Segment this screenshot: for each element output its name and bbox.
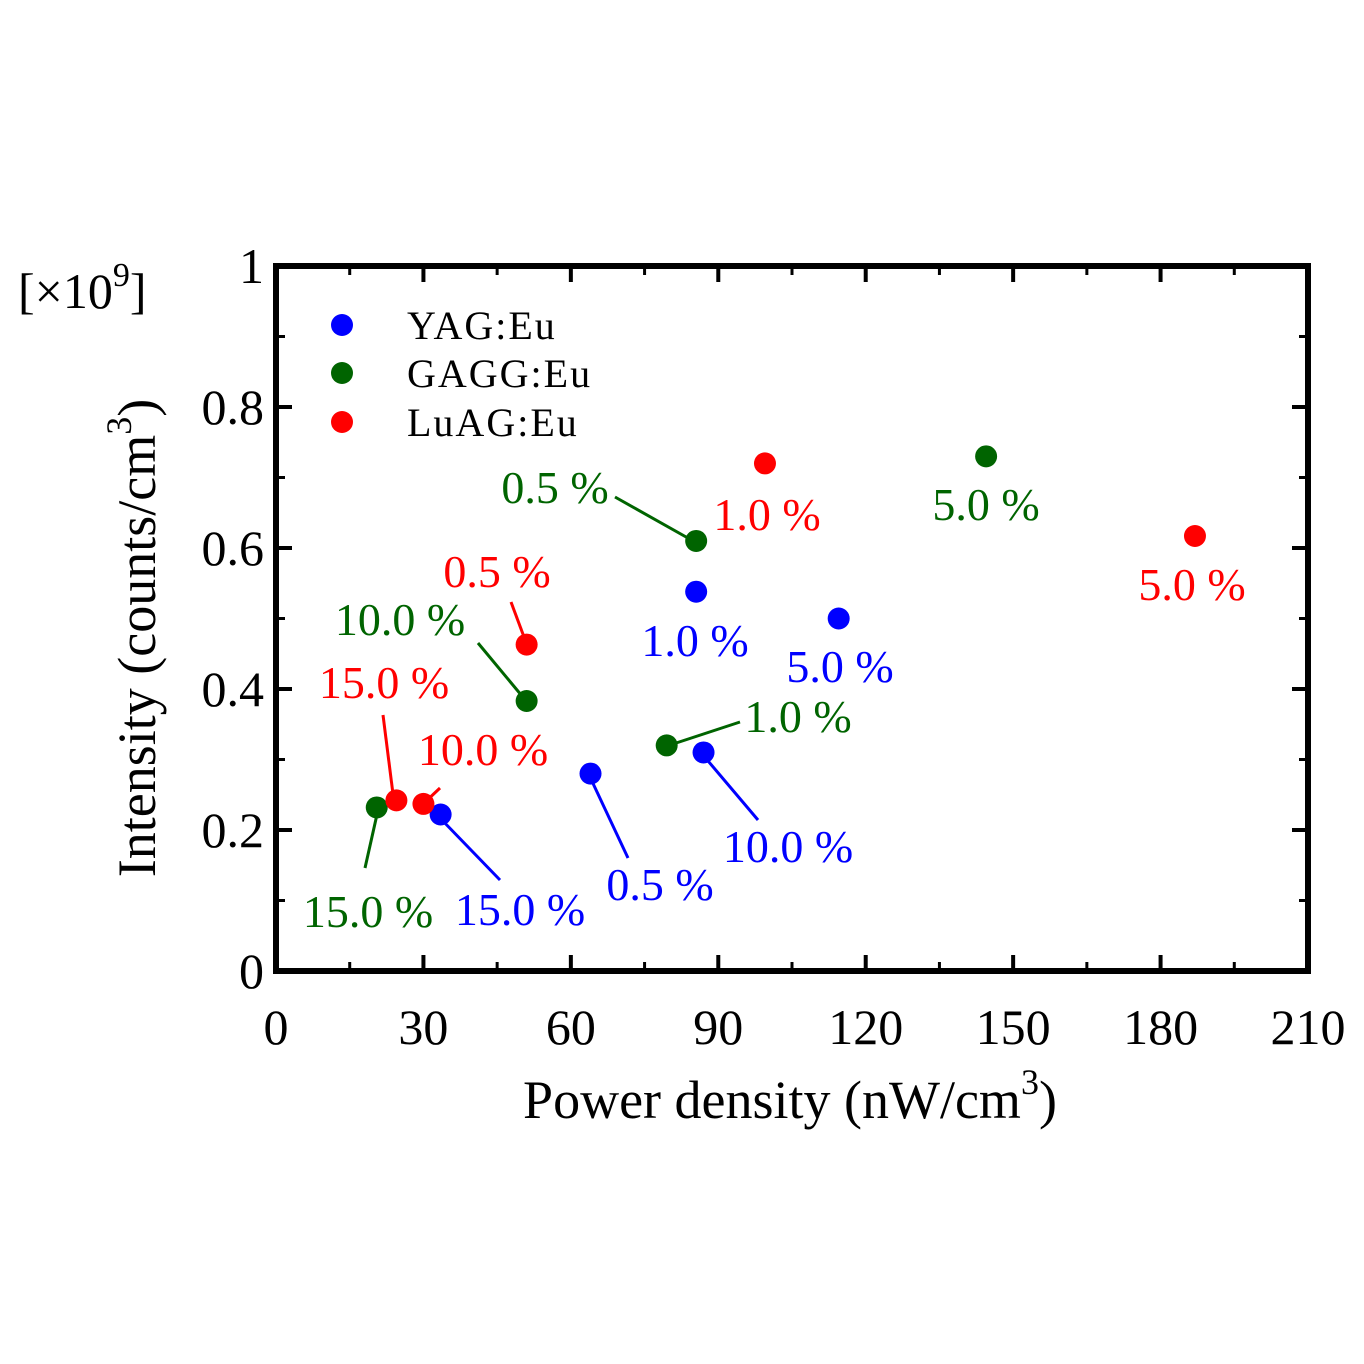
y-axis-title-sup: 3 [99, 417, 139, 435]
gagg-point-label: 15.0 % [303, 886, 433, 937]
y-tick-label: 0 [239, 943, 264, 999]
y-tick-label: 0.4 [202, 661, 265, 717]
luag-point-label: 1.0 % [713, 489, 820, 540]
y-tick-label: 0.8 [202, 379, 265, 435]
luag-point-label: 5.0 % [1138, 559, 1245, 610]
gagg-point-label: 10.0 % [335, 594, 465, 645]
x-tick-label: 150 [976, 999, 1051, 1055]
x-tick-label: 30 [398, 999, 448, 1055]
yag-leader-line [701, 754, 760, 821]
luag-point-label: 10.0 % [418, 724, 548, 775]
y-tick-label: 1 [239, 238, 264, 294]
yag-data-point [692, 741, 715, 764]
x-axis-title-end: ) [1039, 1070, 1057, 1130]
luag-legend-label: LuAG:Eu [407, 400, 579, 445]
luag-data-point [753, 452, 776, 475]
gagg-data-point [975, 445, 998, 468]
luag-point-label: 15.0 % [319, 657, 449, 708]
x-tick-label: 120 [828, 999, 903, 1055]
gagg-legend-marker [331, 362, 353, 384]
gagg-leader-line [363, 809, 380, 869]
x-axis-title-text: Power density (nW/cm [523, 1070, 1021, 1130]
yag-point-label: 5.0 % [786, 641, 893, 692]
x-axis-title: Power density (nW/cm3) [523, 1062, 1057, 1130]
yag-data-point [827, 607, 850, 630]
leader-lines [363, 495, 760, 882]
gagg-data-point [365, 796, 388, 819]
y-axis-title-text: Intensity (counts/cm [107, 435, 167, 877]
gagg-point-label: 1.0 % [744, 691, 851, 742]
yag-legend-marker [331, 314, 353, 336]
yag-point-label: 1.0 % [641, 615, 748, 666]
gagg-data-point [515, 689, 538, 712]
yag-data-point [685, 580, 708, 603]
gagg-point-label: 0.5 % [501, 462, 608, 513]
luag-data-point [515, 633, 538, 656]
luag-point-label: 0.5 % [443, 546, 550, 597]
x-tick-label: 180 [1123, 999, 1198, 1055]
plot-frame [273, 263, 1311, 974]
point-labels: 0.5 %1.0 %5.0 %10.0 %15.0 %0.5 %1.0 %5.0… [303, 462, 1246, 937]
gagg-data-point [685, 529, 708, 552]
y-multiplier-text: [×10 [18, 263, 113, 319]
luag-data-point [412, 792, 435, 815]
gagg-leader-line [476, 642, 529, 703]
yag-data-point [579, 762, 602, 785]
gagg-leader-line [614, 495, 696, 544]
yag-leader-line [438, 816, 502, 882]
x-tick-label: 0 [264, 999, 289, 1055]
y-multiplier: [×109] [18, 257, 147, 319]
y-axis-title: Intensity (counts/cm3) [99, 399, 167, 877]
luag-legend-marker [331, 411, 353, 433]
gagg-data-point [655, 734, 678, 757]
x-tick-label: 60 [546, 999, 596, 1055]
luag-data-point [385, 789, 408, 812]
x-axis-title-sup: 3 [1021, 1062, 1039, 1102]
yag-point-label: 0.5 % [606, 859, 713, 910]
luag-leader-line [381, 714, 396, 803]
y-multiplier-end: ] [130, 263, 147, 319]
yag-point-label: 15.0 % [455, 884, 585, 935]
gagg-point-label: 5.0 % [932, 479, 1039, 530]
y-tick-label: 0.2 [202, 802, 265, 858]
data-points [365, 445, 1206, 826]
yag-leader-line [588, 776, 630, 859]
yag-legend-label: YAG:Eu [407, 303, 557, 348]
x-tick-label: 90 [693, 999, 743, 1055]
axis-ticks: 0 30 60 90 120 150 180 210 0 0.2 0.4 0.6 0.8 1 [202, 238, 1346, 1055]
luag-data-point [1183, 525, 1206, 548]
x-tick-label: 210 [1271, 999, 1346, 1055]
yag-data-point [429, 803, 452, 826]
gagg-legend-label: GAGG:Eu [407, 351, 592, 396]
y-multiplier-sup: 9 [113, 257, 130, 294]
yag-point-label: 10.0 % [723, 821, 853, 872]
y-tick-label: 0.6 [202, 520, 265, 576]
y-axis-title-end: ) [107, 399, 167, 417]
gagg-leader-line [666, 720, 741, 748]
